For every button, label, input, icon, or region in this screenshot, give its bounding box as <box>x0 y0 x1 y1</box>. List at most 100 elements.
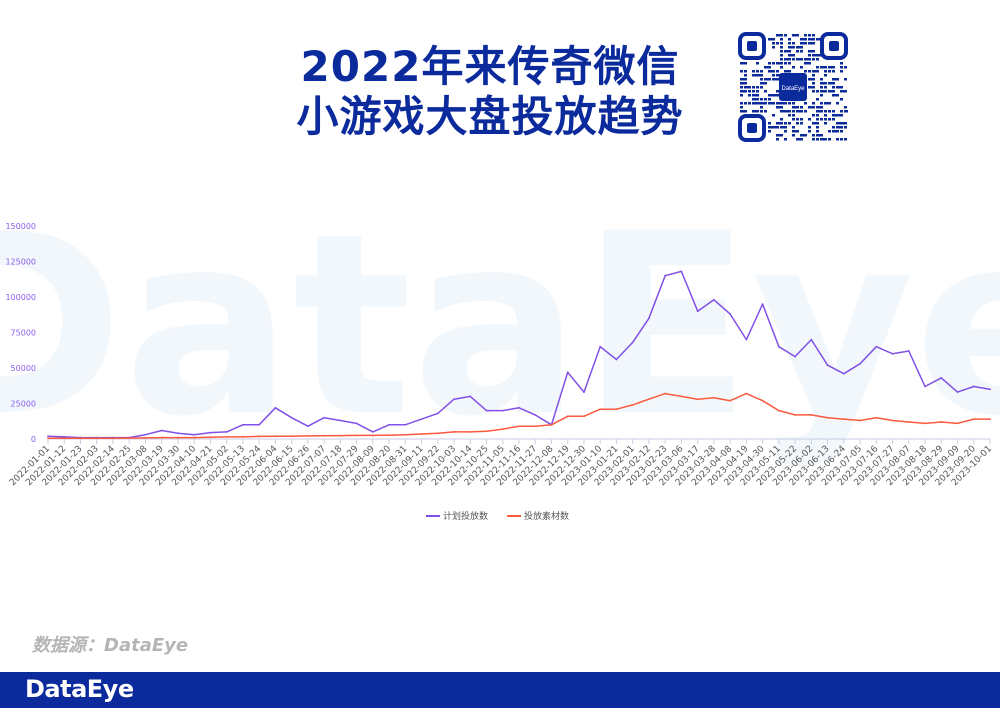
data-point <box>436 432 439 435</box>
page-title: 2022年来传奇微信 小游戏大盘投放趋势 <box>230 42 750 142</box>
data-point <box>518 406 520 409</box>
data-point <box>371 434 374 437</box>
data-point <box>826 416 829 419</box>
source-note: 数据源：DataEye <box>32 635 189 656</box>
data-point <box>534 425 537 428</box>
watermark: DataEye <box>0 210 1000 471</box>
data-point <box>339 434 342 437</box>
data-point <box>583 391 585 394</box>
title-line-2: 小游戏大盘投放趋势 <box>296 92 684 141</box>
x-axis: 2022-01-012022-01-122022-01-232022-02-03… <box>8 439 994 488</box>
qr-logo: DataEye <box>781 86 805 92</box>
footer-bar: DataEye <box>0 672 1000 708</box>
data-point <box>891 419 894 422</box>
data-point <box>842 418 845 421</box>
data-point <box>258 435 261 438</box>
data-point <box>355 434 358 437</box>
y-tick-label: 100000 <box>5 293 36 302</box>
y-tick-label: 150000 <box>5 222 36 231</box>
y-tick-label: 0 <box>31 435 36 444</box>
data-point <box>989 388 991 391</box>
data-point <box>453 431 455 433</box>
data-point <box>777 345 780 348</box>
data-point <box>745 338 748 341</box>
data-point <box>177 436 179 439</box>
data-point <box>891 352 894 355</box>
data-point <box>810 338 813 341</box>
data-point <box>63 437 66 440</box>
data-point <box>745 392 748 395</box>
data-point <box>972 418 975 421</box>
y-tick-label: 75000 <box>11 329 36 338</box>
y-tick-label: 125000 <box>5 258 36 267</box>
data-point <box>794 413 797 416</box>
data-point <box>501 428 504 430</box>
data-point <box>648 398 650 401</box>
legend-label-plan[interactable]: 计划投放数 <box>443 510 488 522</box>
data-point <box>907 421 910 423</box>
data-point <box>306 434 309 437</box>
data-point <box>956 422 959 425</box>
data-point <box>144 436 147 439</box>
data-point <box>290 435 293 438</box>
data-point <box>323 416 326 419</box>
title-line-1: 2022年来传奇微信 <box>300 42 680 91</box>
data-point <box>875 416 878 419</box>
data-point <box>680 270 683 273</box>
data-point <box>209 436 212 439</box>
data-point <box>534 413 537 416</box>
data-point <box>112 437 114 440</box>
y-tick-label: 25000 <box>11 400 36 409</box>
data-point <box>989 418 991 421</box>
data-point <box>729 399 732 402</box>
data-point <box>956 391 959 394</box>
footer-logo: DataEye <box>25 675 134 703</box>
data-point <box>388 423 390 426</box>
data-point <box>566 415 569 418</box>
data-point <box>193 436 196 439</box>
legend-label-material[interactable]: 投放素材数 <box>524 510 569 522</box>
data-point <box>599 408 602 411</box>
data-point <box>875 345 878 348</box>
data-point <box>160 436 163 439</box>
data-point <box>63 435 66 438</box>
qr-code: DataEye <box>738 32 848 142</box>
data-point <box>712 396 715 399</box>
data-point <box>404 433 407 436</box>
data-point <box>241 423 244 426</box>
data-point <box>420 433 423 435</box>
data-point <box>566 371 569 374</box>
data-point <box>144 433 147 436</box>
data-point <box>47 437 49 440</box>
data-point <box>177 432 179 435</box>
y-tick-label: 50000 <box>11 364 36 373</box>
data-point <box>306 425 309 428</box>
data-point <box>47 435 49 438</box>
data-point <box>469 395 472 398</box>
data-point <box>225 431 228 433</box>
data-point <box>355 422 358 425</box>
data-point <box>729 313 732 315</box>
data-point <box>664 392 667 395</box>
data-point <box>420 418 423 421</box>
data-point <box>193 433 196 436</box>
data-point <box>859 419 861 422</box>
data-point <box>972 385 975 388</box>
data-point <box>924 422 926 425</box>
data-point <box>501 409 504 412</box>
data-point <box>696 310 699 313</box>
data-point <box>761 399 764 402</box>
data-point <box>761 303 764 305</box>
data-point <box>924 385 926 388</box>
data-point <box>160 429 163 432</box>
data-point <box>453 398 455 401</box>
data-point <box>615 358 618 361</box>
data-point <box>209 431 212 434</box>
data-point <box>485 430 488 433</box>
data-point <box>615 408 618 411</box>
data-point <box>940 421 943 423</box>
data-point <box>469 431 472 433</box>
y-axis: 0 25000 50000 75000 100000 125000 150000 <box>5 222 36 444</box>
data-point <box>371 431 374 433</box>
data-point <box>485 409 488 412</box>
